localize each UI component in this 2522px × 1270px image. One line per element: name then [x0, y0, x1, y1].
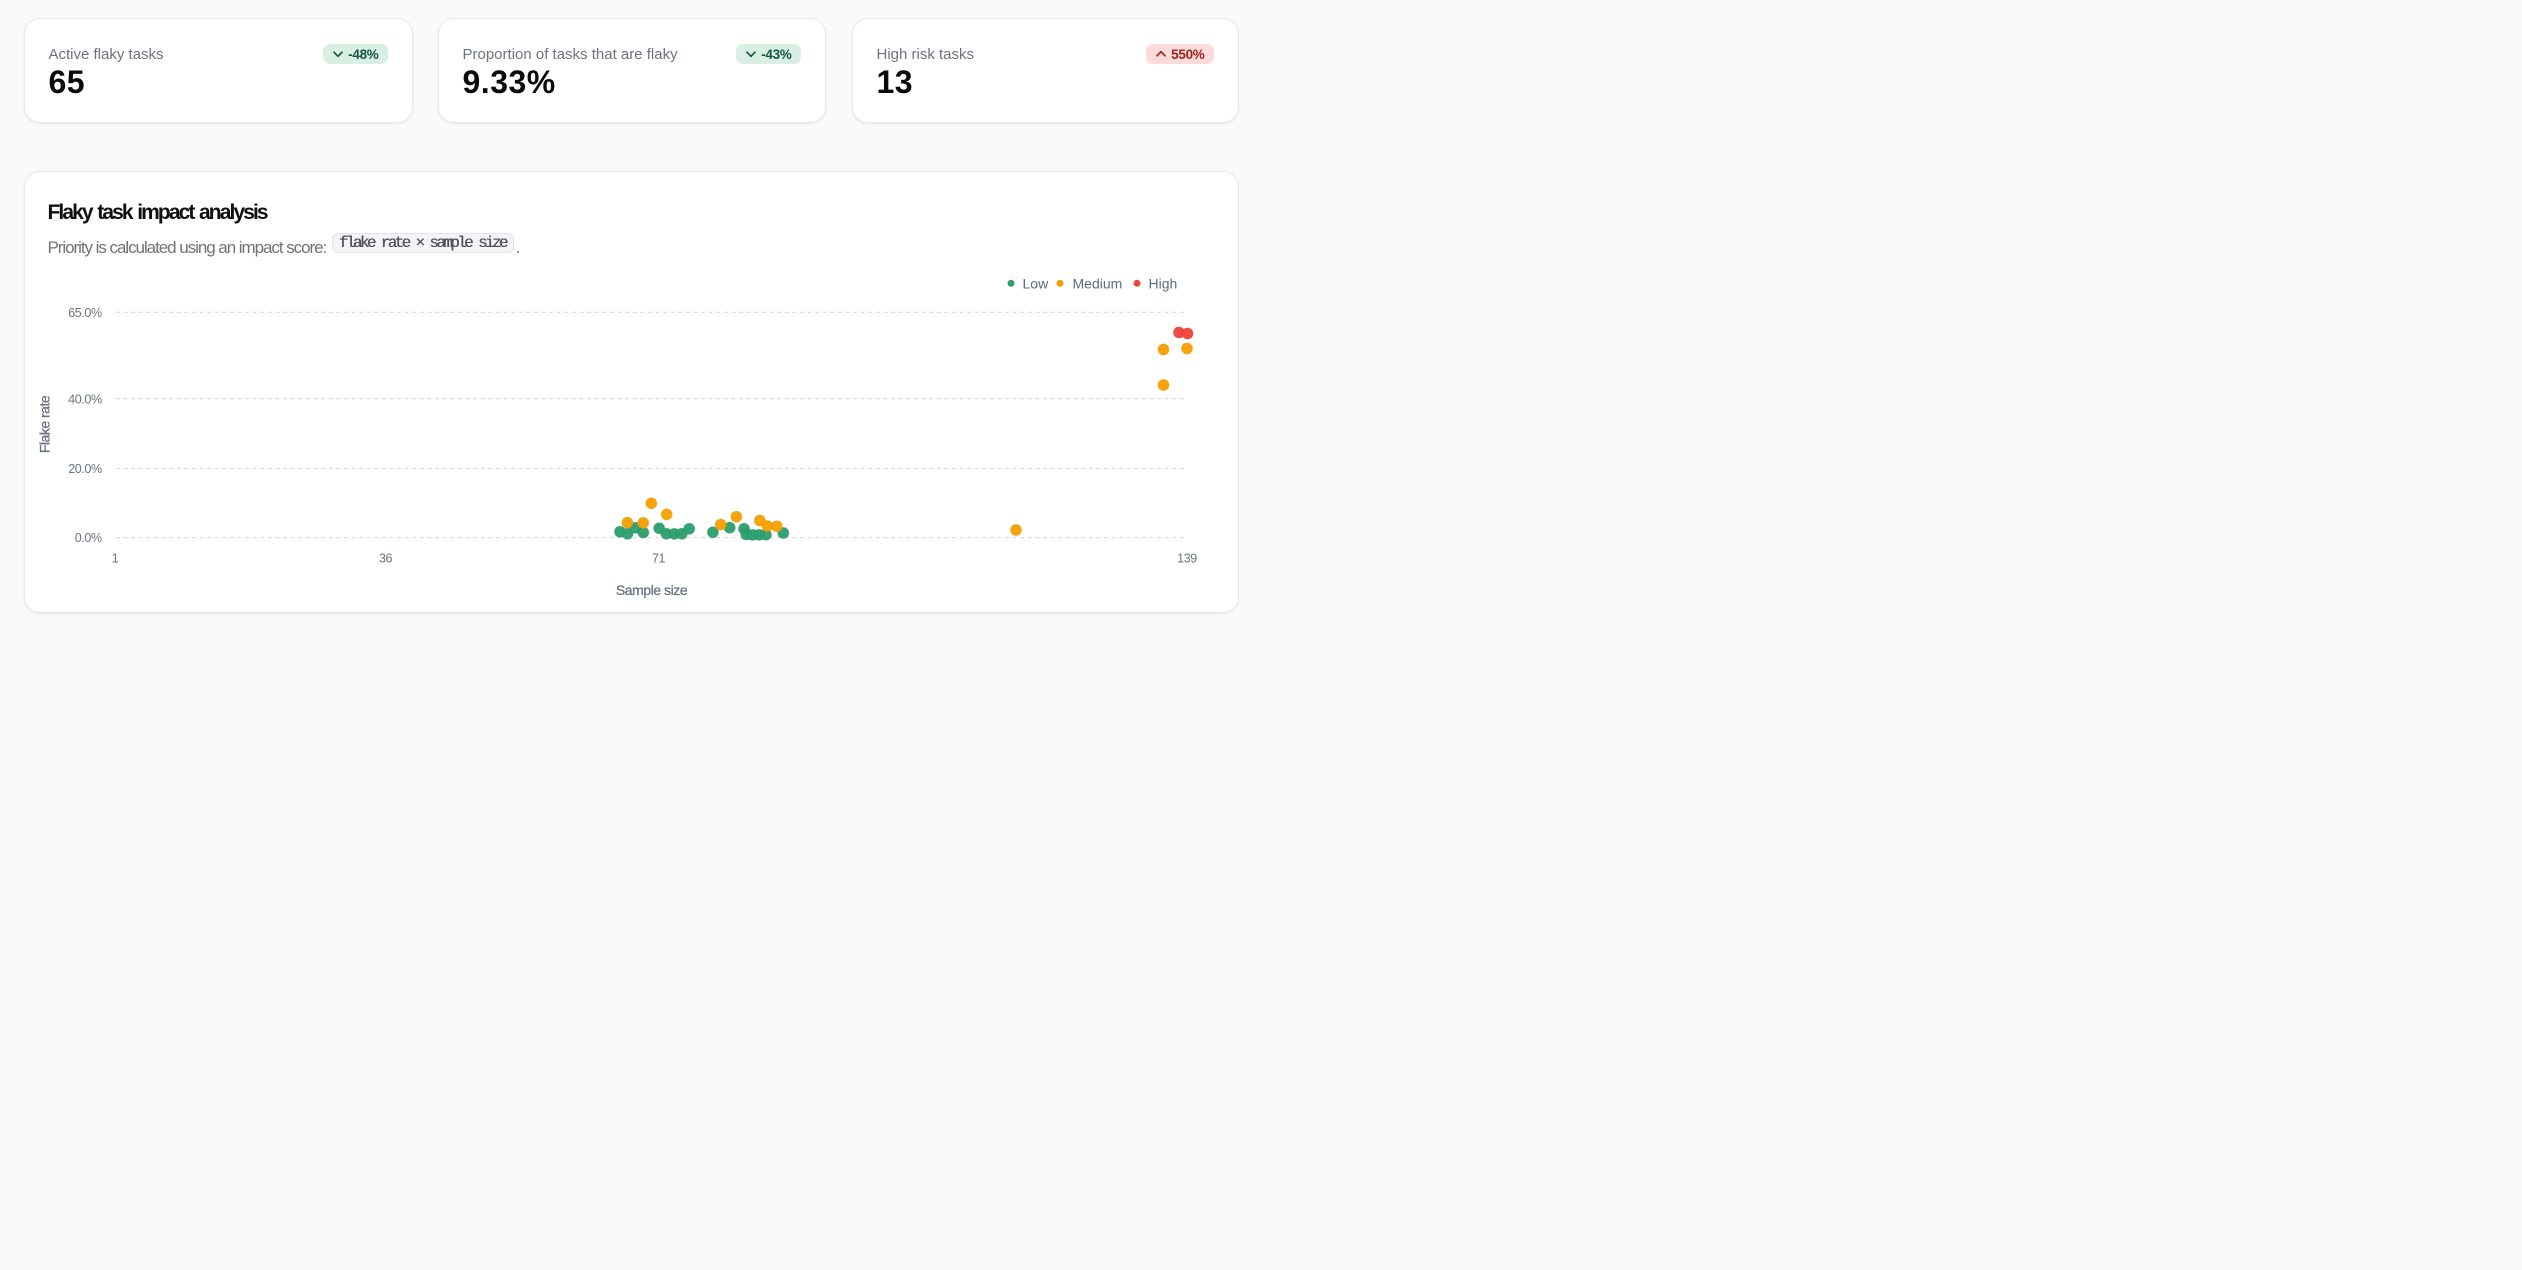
svg-text:1: 1: [112, 552, 119, 566]
svg-text:Low: Low: [1023, 275, 1050, 291]
svg-text:High: High: [1149, 275, 1178, 291]
svg-text:20.0%: 20.0%: [68, 462, 102, 476]
svg-text:Flake rate: Flake rate: [37, 395, 53, 453]
svg-text:40.0%: 40.0%: [68, 392, 102, 406]
svg-text:0.0%: 0.0%: [75, 531, 102, 545]
svg-text:Medium: Medium: [1073, 275, 1123, 291]
svg-text:65.0%: 65.0%: [68, 306, 102, 320]
svg-text:36: 36: [379, 552, 393, 566]
svg-text:139: 139: [1177, 552, 1197, 566]
svg-text:71: 71: [652, 552, 666, 566]
svg-text:Sample size: Sample size: [616, 582, 688, 598]
